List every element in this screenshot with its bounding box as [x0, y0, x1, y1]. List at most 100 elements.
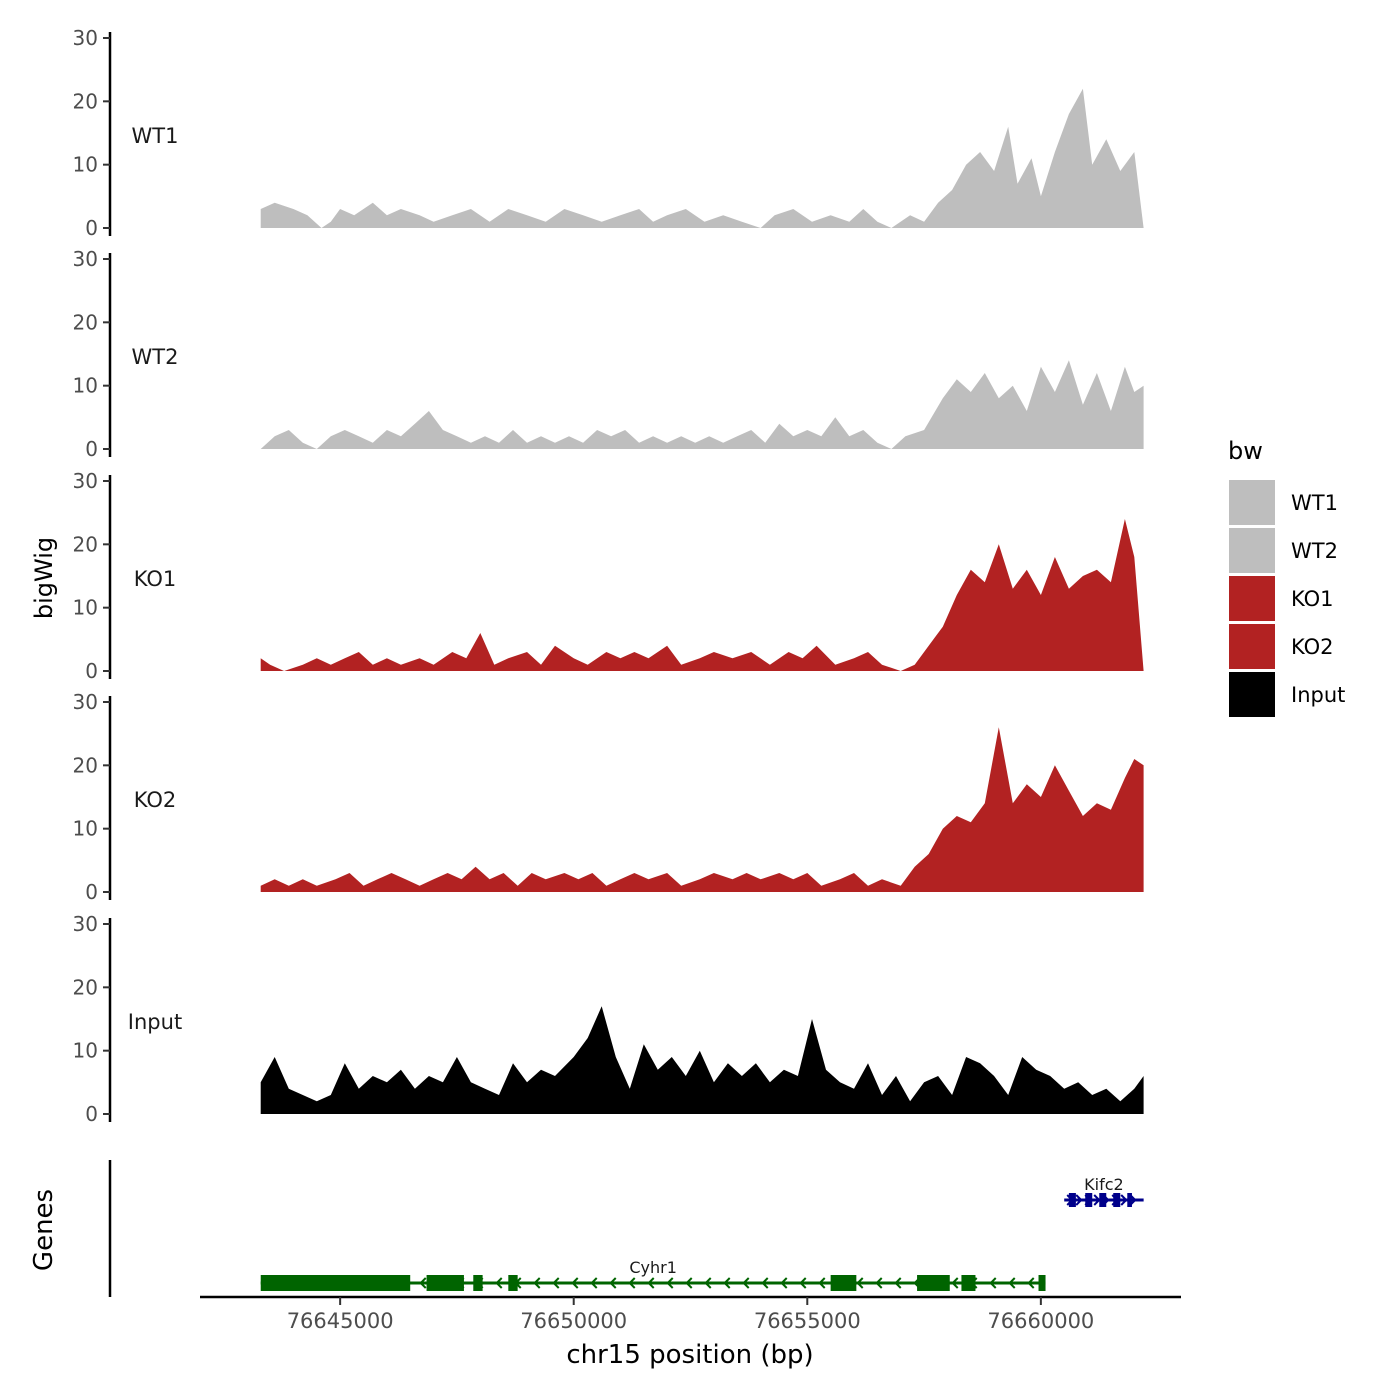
y-tick-label: 20: [73, 753, 98, 777]
strand-arrow: [495, 1277, 503, 1289]
genes-axis-label: Genes: [29, 1189, 59, 1271]
y-tick-label: 10: [73, 374, 98, 398]
coverage-area-ko1: [260, 519, 1144, 671]
legend-label: Input: [1291, 683, 1345, 707]
legend-swatch: [1229, 624, 1275, 669]
gene-exon: [473, 1275, 483, 1291]
strand-arrow: [704, 1277, 712, 1289]
x-axis-label: chr15 position (bp): [566, 1340, 813, 1370]
genes-panel: Cyhr1 Kifc2: [108, 1160, 1144, 1297]
x-tick-label: 76655000: [754, 1309, 861, 1333]
strand-arrow: [951, 1277, 959, 1289]
y-tick-label: 0: [85, 216, 98, 240]
strand-arrow: [799, 1277, 807, 1289]
strand-arrow: [1120, 1194, 1128, 1206]
strand-arrow: [1008, 1277, 1016, 1289]
gene-cyhr1: Cyhr1: [260, 1258, 1046, 1291]
strand-arrow: [1075, 1194, 1083, 1206]
gene-exon: [1068, 1193, 1076, 1207]
track-ko1: 0 10 20 30 KO1: [73, 469, 1144, 683]
y-tick-label: 20: [73, 310, 98, 334]
legend-label: WT1: [1291, 491, 1338, 515]
strand-arrow: [533, 1277, 541, 1289]
strand-arrow: [552, 1277, 560, 1289]
coverage-area-input: [260, 1006, 1144, 1114]
strand-arrow: [1093, 1194, 1101, 1206]
strand-arrow: [818, 1277, 826, 1289]
strand-arrow: [761, 1277, 769, 1289]
y-tick-label: 30: [73, 247, 98, 271]
gene-exon: [830, 1275, 857, 1291]
x-tick-label: 76660000: [987, 1309, 1094, 1333]
legend-label: KO1: [1291, 587, 1334, 611]
strand-arrow: [647, 1277, 655, 1289]
coverage-area-ko2: [260, 727, 1144, 892]
coverage-tracks: 0 10 20 30 WT1 0 10 20 30 WT2 0 10 20 30 KO1 0 10 20 30 KO2…: [73, 26, 1144, 1126]
legend-label: KO2: [1291, 635, 1334, 659]
legend-swatch: [1229, 528, 1275, 573]
legend-swatch: [1229, 672, 1275, 717]
gene-exon: [1038, 1275, 1046, 1291]
track-label: WT1: [132, 124, 179, 148]
strand-arrow: [590, 1277, 598, 1289]
coverage-area-wt2: [260, 360, 1144, 449]
gene-exon: [1113, 1193, 1121, 1207]
coverage-area-wt1: [260, 88, 1144, 228]
y-tick-label: 0: [85, 659, 98, 683]
gene-exon: [1127, 1193, 1132, 1207]
y-tick-label: 10: [73, 1039, 98, 1063]
strand-arrow: [571, 1277, 579, 1289]
y-tick-label: 30: [73, 26, 98, 50]
y-tick-label: 30: [73, 912, 98, 936]
strand-arrow: [628, 1277, 636, 1289]
y-tick-label: 20: [73, 975, 98, 999]
track-input: 0 10 20 30 Input: [73, 912, 1144, 1126]
strand-arrow: [723, 1277, 731, 1289]
gene-exon: [426, 1275, 464, 1291]
legend-item-input: Input: [1229, 672, 1345, 717]
strand-arrow: [989, 1277, 997, 1289]
y-tick-label: 30: [73, 469, 98, 493]
legend: bw WT1 WT2 KO1 KO2 Input: [1228, 437, 1345, 717]
gene-exon: [260, 1275, 411, 1291]
strand-arrow: [685, 1277, 693, 1289]
y-tick-label: 0: [85, 1102, 98, 1126]
strand-arrow: [894, 1277, 902, 1289]
gene-exon: [1085, 1193, 1093, 1207]
y-tick-label: 20: [73, 532, 98, 556]
y-tick-label: 10: [73, 596, 98, 620]
legend-item-wt2: WT2: [1229, 528, 1338, 573]
track-ko2: 0 10 20 30 KO2: [73, 690, 1144, 904]
strand-arrow: [780, 1277, 788, 1289]
y-tick-label: 30: [73, 690, 98, 714]
gene-kifc2: Kifc2: [1064, 1175, 1144, 1207]
y-tick-label: 10: [73, 153, 98, 177]
y-axis-label: bigWig: [30, 537, 58, 619]
gene-label: Cyhr1: [629, 1258, 677, 1277]
y-tick-label: 20: [73, 89, 98, 113]
track-wt2: 0 10 20 30 WT2: [73, 247, 1144, 461]
strand-arrow: [856, 1277, 864, 1289]
y-tick-label: 0: [85, 437, 98, 461]
x-axis: 76645000 76650000 76655000 76660000: [200, 1295, 1181, 1333]
gene-exon: [917, 1275, 950, 1291]
strand-arrow: [419, 1277, 427, 1289]
legend-item-ko1: KO1: [1229, 576, 1334, 621]
legend-item-wt1: WT1: [1229, 480, 1338, 525]
track-label: KO2: [134, 788, 177, 812]
legend-swatch: [1229, 576, 1275, 621]
legend-title: bw: [1228, 437, 1263, 465]
legend-item-ko2: KO2: [1229, 624, 1334, 669]
track-label: KO1: [134, 567, 177, 591]
strand-arrow: [609, 1277, 617, 1289]
x-tick-label: 76650000: [520, 1309, 627, 1333]
y-tick-label: 10: [73, 817, 98, 841]
strand-arrow: [742, 1277, 750, 1289]
legend-label: WT2: [1291, 539, 1338, 563]
gene-exon: [1099, 1193, 1107, 1207]
gene-exon: [508, 1275, 518, 1291]
gene-label: Kifc2: [1084, 1175, 1124, 1194]
y-tick-label: 0: [85, 880, 98, 904]
track-label: WT2: [132, 345, 179, 369]
